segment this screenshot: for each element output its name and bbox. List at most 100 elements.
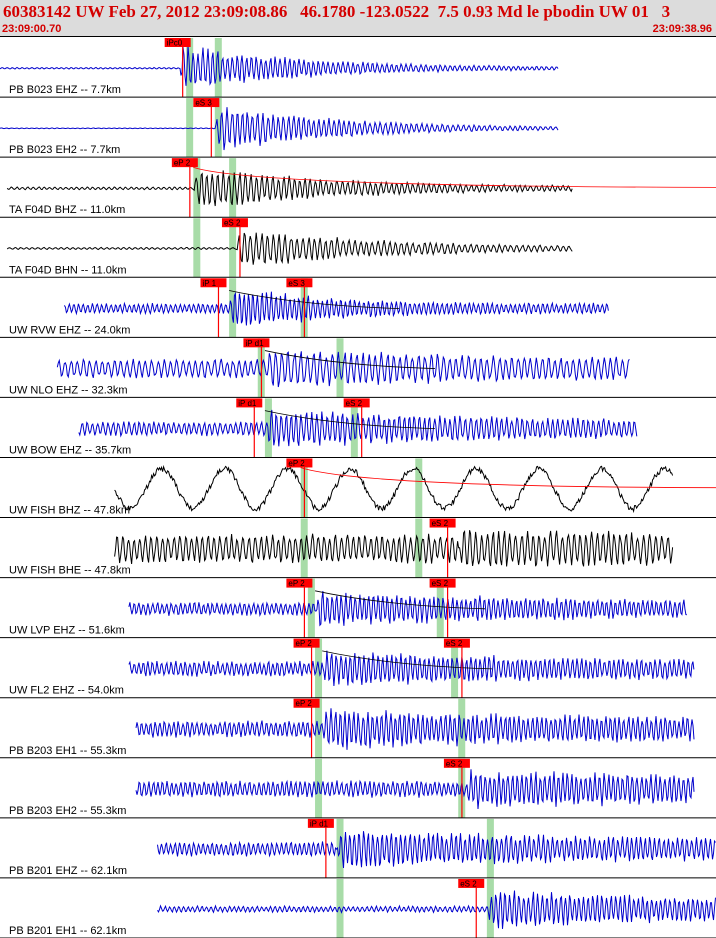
pick2-flag (286, 278, 313, 288)
pick-label: iP 1 (202, 279, 216, 288)
waveform-trace (135, 769, 695, 810)
pick-flag (458, 878, 485, 888)
p-window-band (315, 758, 323, 818)
station-label: PB B201 EH1 -- 62.1km (9, 925, 126, 937)
waveform-trace (114, 530, 674, 567)
pick-label: eP 2 (288, 579, 305, 588)
coda-curve (322, 650, 493, 670)
pick-flag (443, 758, 470, 768)
station-label: PB B201 EHZ -- 62.1km (9, 865, 127, 877)
pick2-flag (343, 398, 370, 408)
station-label: PB B023 EHZ -- 7.7km (9, 84, 121, 96)
s-window-band (214, 38, 222, 98)
pick-label: iP d1 (245, 339, 264, 348)
pick-flag (221, 218, 248, 228)
station-label: UW FISH BHE -- 47.8km (9, 565, 131, 577)
event-header: 60383142 UW Feb 27, 2012 23:09:08.86 46.… (0, 0, 716, 37)
coda-curve (264, 350, 435, 369)
s-window-band (214, 98, 222, 158)
waveform-trace (56, 351, 630, 388)
waveform-trace (114, 464, 674, 514)
waveform-trace (78, 409, 638, 447)
pick2-label: eS 2 (346, 399, 363, 408)
station-label: UW FL2 EHZ -- 54.0km (9, 685, 124, 697)
trace-row[interactable]: eP 2 eS 2 UW FL2 EHZ -- 54.0km (0, 638, 716, 699)
s-window-band (458, 698, 466, 758)
pick2-label: eS 3 (288, 279, 305, 288)
pick-flag (200, 278, 227, 288)
trace-row[interactable]: eP 2 eS 2 UW LVP EHZ -- 51.6km (0, 578, 716, 639)
p-window-band (186, 98, 194, 158)
coda-curve (264, 410, 435, 430)
waveform-trace (6, 170, 573, 207)
pick2-flag (443, 638, 470, 648)
station-label: UW BOW EHZ -- 35.7km (9, 444, 131, 456)
trace-row[interactable]: eS 2 PB B201 EH1 -- 62.1km (0, 878, 716, 938)
station-label: UW RVW EHZ -- 24.0km (9, 324, 130, 336)
station-label: UW FISH BHZ -- 47.8km (9, 505, 130, 517)
pick-label: iP d1 (310, 819, 329, 828)
p-window-band (307, 578, 315, 638)
pick-flag (286, 458, 313, 468)
pick-flag (193, 98, 220, 108)
station-label: TA F04D BHZ -- 11.0km (9, 204, 125, 216)
waveform-trace (128, 650, 695, 687)
pick-flag (243, 338, 270, 348)
p-window-band (229, 278, 237, 338)
waveform-trace (0, 45, 559, 86)
s-window-band (229, 158, 237, 218)
trace-row[interactable]: iP 1 eS 3 UW RVW EHZ -- 24.0km (0, 278, 716, 338)
station-label: UW LVP EHZ -- 51.6km (9, 625, 125, 637)
s-window-band (486, 818, 494, 878)
seismogram-panel[interactable]: iPc0 PB B023 EHZ -- 7.7km eS 3 PB B023 EH2 … (0, 37, 716, 938)
p-window-band (264, 398, 272, 458)
pick-flag (293, 638, 320, 648)
pick-flag (171, 158, 198, 168)
pick-label: eP 2 (296, 699, 313, 708)
station-label: PB B023 EH2 -- 7.7km (9, 144, 120, 156)
waveform-trace (128, 591, 687, 627)
pick-label: eP 2 (174, 159, 191, 168)
trace-row[interactable]: iP d1 PB B201 EHZ -- 62.1km (0, 818, 716, 879)
pick-label: eP 2 (288, 459, 305, 468)
s-window-band (436, 578, 444, 638)
trace-row[interactable]: eS 2 UW FISH BHE -- 47.8km (0, 518, 716, 579)
waveform-trace (157, 890, 716, 929)
pick2-label: eS 2 (432, 579, 449, 588)
trace-row[interactable]: eP 2 TA F04D BHZ -- 11.0km (0, 158, 716, 218)
p-window-band (193, 158, 201, 218)
station-label: TA F04D BHN -- 11.0km (9, 264, 127, 276)
pick-label: eS 2 (460, 879, 477, 888)
trace-row[interactable]: eP 2 PB B203 EH1 -- 55.3km (0, 698, 716, 759)
pick-label: eP 2 (296, 639, 313, 648)
trace-row[interactable]: iPc0 PB B023 EHZ -- 7.7km (0, 38, 716, 98)
pick-label: iPc0 (167, 39, 183, 48)
trace-row[interactable]: eS 2 PB B203 EH2 -- 55.3km (0, 758, 716, 819)
trace-row[interactable]: iP d1 UW NLO EHZ -- 32.3km (0, 338, 716, 398)
waveform-trace (63, 291, 609, 326)
waveform-trace (157, 831, 716, 869)
trace-row[interactable]: eP 2 UW FISH BHZ -- 47.8km (0, 458, 716, 519)
station-label: UW NLO EHZ -- 32.3km (9, 384, 128, 396)
pick-flag (307, 818, 334, 828)
waveform-trace (6, 232, 573, 265)
coda-curve (300, 467, 716, 489)
coda-curve (229, 290, 400, 309)
s-window-band (451, 638, 459, 698)
pick-label: eS 2 (224, 219, 241, 228)
p-window-band (300, 518, 308, 578)
s-window-band (415, 458, 423, 518)
pick-label: eS 2 (432, 519, 449, 528)
trace-row[interactable]: eS 2 TA F04D BHN -- 11.0km (0, 218, 716, 278)
trace-row[interactable]: eS 3 PB B023 EH2 -- 7.7km (0, 98, 716, 158)
waveform-trace (0, 107, 559, 151)
p-window-band (315, 698, 323, 758)
pick-flag (293, 698, 320, 708)
event-title: 60383142 UW Feb 27, 2012 23:09:08.86 46.… (3, 2, 671, 21)
pick-flag (236, 398, 263, 408)
s-window-band (350, 398, 358, 458)
pick-flag (164, 38, 191, 47)
trace-row[interactable]: iP d1 eS 2 UW BOW EHZ -- 35.7km (0, 398, 716, 458)
pick-label: eS 3 (195, 99, 212, 108)
station-label: PB B203 EH1 -- 55.3km (9, 745, 126, 757)
